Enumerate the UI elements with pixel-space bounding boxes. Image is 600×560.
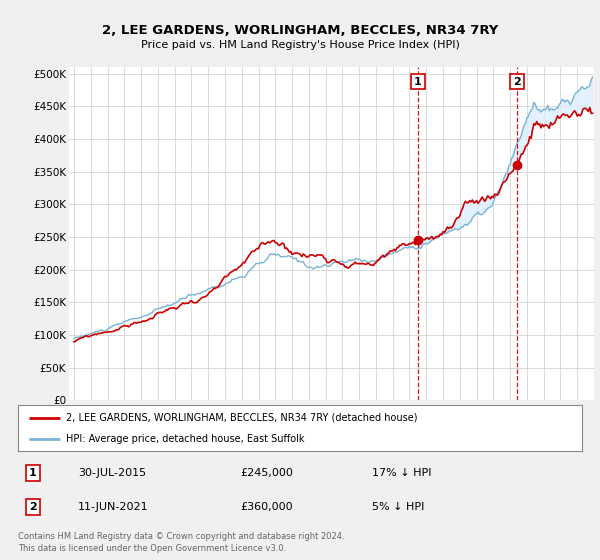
Text: £360,000: £360,000 (240, 502, 293, 512)
Text: £245,000: £245,000 (240, 468, 293, 478)
Text: 30-JUL-2015: 30-JUL-2015 (78, 468, 146, 478)
Text: Price paid vs. HM Land Registry's House Price Index (HPI): Price paid vs. HM Land Registry's House … (140, 40, 460, 50)
Text: 1: 1 (29, 468, 37, 478)
Text: 17% ↓ HPI: 17% ↓ HPI (372, 468, 431, 478)
Text: 2, LEE GARDENS, WORLINGHAM, BECCLES, NR34 7RY (detached house): 2, LEE GARDENS, WORLINGHAM, BECCLES, NR3… (66, 413, 418, 423)
Text: 5% ↓ HPI: 5% ↓ HPI (372, 502, 424, 512)
Text: Contains HM Land Registry data © Crown copyright and database right 2024.
This d: Contains HM Land Registry data © Crown c… (18, 533, 344, 553)
Text: 11-JUN-2021: 11-JUN-2021 (78, 502, 149, 512)
Text: 2, LEE GARDENS, WORLINGHAM, BECCLES, NR34 7RY: 2, LEE GARDENS, WORLINGHAM, BECCLES, NR3… (102, 24, 498, 38)
Text: 2: 2 (513, 77, 521, 87)
Text: 1: 1 (414, 77, 422, 87)
Text: HPI: Average price, detached house, East Suffolk: HPI: Average price, detached house, East… (66, 435, 304, 444)
Text: 2: 2 (29, 502, 37, 512)
